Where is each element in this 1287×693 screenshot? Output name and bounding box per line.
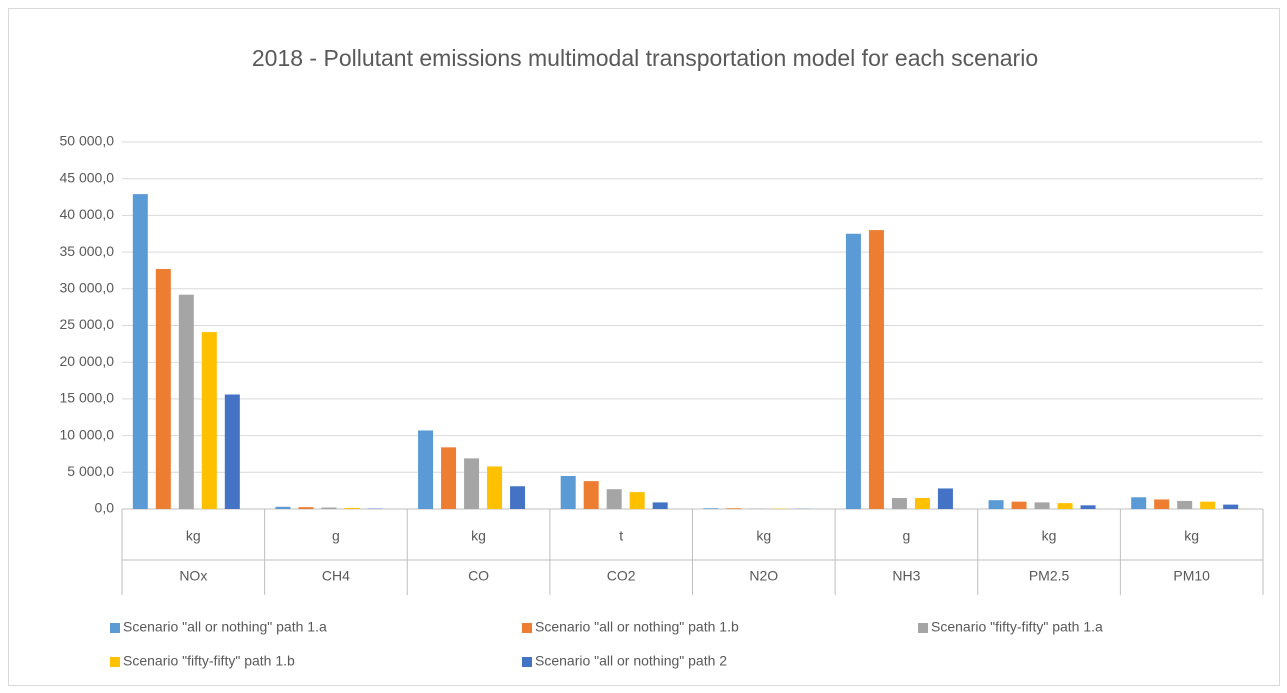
bar: [1223, 504, 1239, 509]
bar: [845, 233, 861, 509]
bar: [201, 332, 217, 509]
x-unit-label: kg: [471, 528, 486, 544]
bar: [1154, 499, 1170, 509]
x-unit-label: kg: [186, 528, 201, 544]
x-tick-label: N2O: [749, 568, 778, 584]
y-tick-label: 25 000,0: [60, 316, 115, 332]
bar: [275, 506, 291, 509]
bar: [703, 508, 719, 509]
legend-label: Scenario "fifty-fifty" path 1.a: [931, 619, 1103, 635]
x-tick-label: PM10: [1173, 568, 1210, 584]
x-unit-label: g: [332, 528, 340, 544]
bar: [510, 486, 526, 509]
y-tick-label: 0,0: [95, 500, 115, 516]
x-tick-label: NOx: [179, 568, 207, 584]
bar: [560, 475, 576, 509]
x-tick-label: CO: [468, 568, 489, 584]
bar: [441, 447, 457, 509]
bar: [937, 488, 953, 509]
bar: [606, 489, 622, 509]
bar: [1177, 500, 1193, 509]
bar: [629, 492, 645, 509]
y-tick-label: 50 000,0: [60, 133, 115, 149]
bar: [583, 481, 599, 509]
legend-marker: [918, 623, 928, 633]
bar: [418, 430, 434, 509]
legend-label: Scenario "all or nothing" path 1.b: [535, 619, 739, 635]
bar: [914, 497, 930, 509]
x-tick-label: PM2.5: [1029, 568, 1070, 584]
bar: [1200, 501, 1216, 509]
legend-marker: [110, 657, 120, 667]
bar: [298, 507, 314, 509]
legend-label: Scenario "all or nothing" path 2: [535, 653, 727, 669]
bar: [178, 294, 194, 509]
bar: [1080, 505, 1096, 509]
legend-marker: [522, 623, 532, 633]
bar: [652, 502, 668, 509]
legend-marker: [522, 657, 532, 667]
x-unit-label: kg: [756, 528, 771, 544]
bar: [132, 194, 148, 509]
y-tick-label: 10 000,0: [60, 426, 115, 442]
bar: [1057, 503, 1073, 509]
y-tick-label: 40 000,0: [60, 206, 115, 222]
x-unit-label: kg: [1042, 528, 1057, 544]
bar: [988, 500, 1004, 509]
bar: [487, 466, 503, 509]
x-unit-label: kg: [1184, 528, 1199, 544]
y-tick-label: 20 000,0: [60, 353, 115, 369]
bar: [1131, 497, 1147, 509]
legend-marker: [110, 623, 120, 633]
bar: [321, 507, 337, 509]
x-tick-label: CH4: [322, 568, 350, 584]
bar: [344, 507, 360, 509]
bar: [891, 497, 907, 509]
x-unit-label: t: [619, 528, 623, 544]
chart-title: 2018 - Pollutant emissions multimodal tr…: [251, 45, 1039, 71]
x-unit-label: g: [903, 528, 911, 544]
legend-label: Scenario "fifty-fifty" path 1.b: [123, 653, 295, 669]
bar: [464, 458, 480, 509]
chart-border: [8, 8, 1280, 686]
bar: [224, 394, 240, 509]
bar: [868, 230, 884, 509]
x-tick-label: NH3: [892, 568, 920, 584]
x-tick-label: CO2: [607, 568, 636, 584]
y-tick-label: 30 000,0: [60, 280, 115, 296]
y-tick-label: 15 000,0: [60, 390, 115, 406]
legend-label: Scenario "all or nothing" path 1.a: [123, 619, 327, 635]
bar: [726, 508, 742, 509]
y-tick-label: 35 000,0: [60, 243, 115, 259]
bar: [1011, 501, 1027, 509]
y-tick-label: 5 000,0: [67, 463, 114, 479]
bar: [155, 268, 171, 509]
bar: [1034, 502, 1050, 509]
y-tick-label: 45 000,0: [60, 169, 115, 185]
